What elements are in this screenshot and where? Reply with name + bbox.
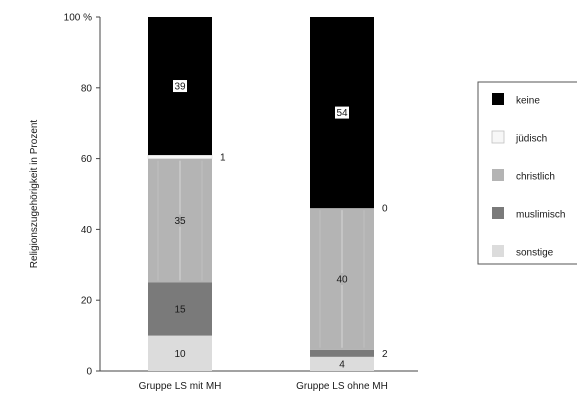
legend-swatch xyxy=(491,130,505,144)
legend-swatch xyxy=(492,245,504,257)
data-label: 54 xyxy=(336,108,348,119)
data-label-box xyxy=(173,214,187,227)
legend-swatch xyxy=(492,169,504,181)
legend-label: keine xyxy=(516,96,540,107)
data-label: 35 xyxy=(174,216,186,227)
bar-segment-muslimisch xyxy=(310,349,374,357)
y-tick-label: 40 xyxy=(81,225,93,236)
legend-label: christlich xyxy=(516,172,555,183)
legend-swatch xyxy=(492,207,504,219)
data-label: 4 xyxy=(339,359,345,370)
data-label: 15 xyxy=(174,305,186,316)
data-label: 39 xyxy=(174,82,186,93)
legend-label: sonstige xyxy=(516,248,554,259)
data-label: 40 xyxy=(336,274,348,285)
y-tick-label: 0 xyxy=(86,367,92,378)
data-label: 1 xyxy=(220,152,226,163)
data-label-box xyxy=(335,272,349,285)
x-category-label: Gruppe LS ohne MH xyxy=(296,381,388,392)
y-axis-title: Religionszugehörigkeit in Prozent xyxy=(29,120,40,269)
y-tick-label: 80 xyxy=(81,83,93,94)
data-label: 2 xyxy=(382,349,388,360)
data-label-box xyxy=(173,347,187,360)
y-tick-label: 60 xyxy=(81,154,93,165)
data-label: 0 xyxy=(382,204,388,215)
bar-segment-jdisch xyxy=(147,154,213,159)
y-tick-label: 100 % xyxy=(64,13,92,24)
data-label-box xyxy=(173,80,187,93)
legend-label: muslimisch xyxy=(516,210,565,221)
data-label-box xyxy=(335,357,349,370)
legend-swatch xyxy=(492,93,504,105)
data-label-box xyxy=(173,303,187,316)
legend-label: jüdisch xyxy=(515,134,547,145)
y-tick-label: 20 xyxy=(81,296,93,307)
data-label: 10 xyxy=(174,349,186,360)
data-label-box xyxy=(335,106,349,119)
x-category-label: Gruppe LS mit MH xyxy=(139,381,222,392)
